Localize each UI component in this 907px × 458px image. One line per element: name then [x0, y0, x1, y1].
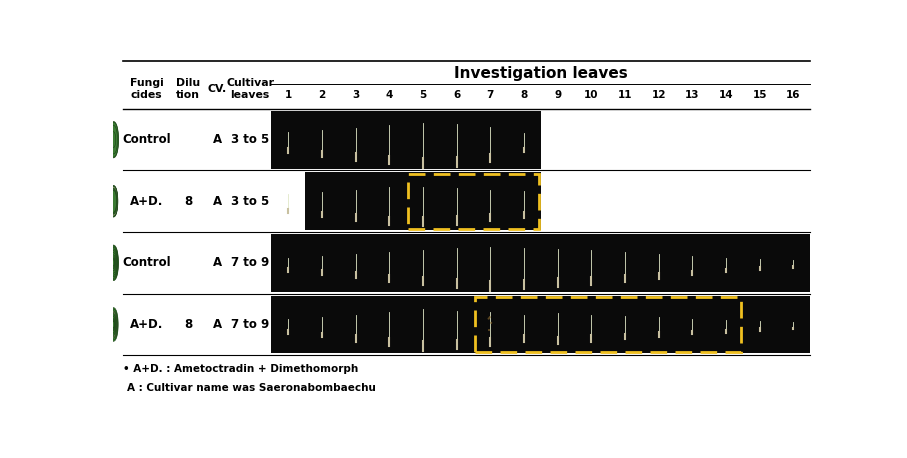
- Text: 12: 12: [651, 90, 666, 100]
- Polygon shape: [112, 322, 114, 327]
- Text: A : Cultivar name was Saeronabombaechu: A : Cultivar name was Saeronabombaechu: [127, 382, 376, 393]
- Polygon shape: [111, 314, 116, 335]
- Text: 7: 7: [486, 90, 494, 100]
- Text: 3: 3: [352, 90, 359, 100]
- Text: 13: 13: [685, 90, 699, 100]
- Polygon shape: [112, 318, 115, 330]
- Text: CV.: CV.: [208, 84, 227, 94]
- Text: 2: 2: [318, 90, 326, 100]
- Polygon shape: [110, 312, 117, 337]
- Polygon shape: [111, 314, 116, 335]
- Polygon shape: [108, 245, 119, 281]
- Polygon shape: [112, 255, 115, 270]
- Text: Control: Control: [122, 133, 171, 146]
- Bar: [271, 295, 810, 353]
- Polygon shape: [110, 311, 117, 338]
- Polygon shape: [112, 132, 115, 147]
- Text: 15: 15: [752, 90, 766, 100]
- Text: 8: 8: [521, 90, 528, 100]
- Polygon shape: [110, 188, 117, 214]
- Polygon shape: [110, 251, 117, 275]
- Polygon shape: [112, 316, 115, 333]
- Polygon shape: [108, 121, 119, 158]
- Polygon shape: [111, 315, 116, 334]
- Text: 6: 6: [453, 90, 460, 100]
- Polygon shape: [111, 191, 116, 212]
- Text: Fungi
cides: Fungi cides: [130, 78, 163, 100]
- Text: 16: 16: [786, 90, 801, 100]
- Polygon shape: [109, 186, 118, 217]
- Polygon shape: [109, 246, 118, 279]
- Text: 8: 8: [184, 195, 192, 208]
- Text: 8: 8: [184, 318, 192, 331]
- Text: • A+D. : Ametoctradin + Dimethomorph: • A+D. : Ametoctradin + Dimethomorph: [122, 364, 358, 374]
- Polygon shape: [111, 131, 116, 148]
- Text: A: A: [212, 256, 222, 269]
- Polygon shape: [109, 185, 118, 217]
- Polygon shape: [109, 308, 118, 341]
- Text: 9: 9: [554, 90, 561, 100]
- Polygon shape: [111, 252, 116, 273]
- Text: 3 to 5: 3 to 5: [231, 195, 269, 208]
- Polygon shape: [112, 258, 114, 267]
- Text: 7 to 9: 7 to 9: [231, 256, 269, 269]
- Polygon shape: [109, 309, 118, 340]
- Polygon shape: [110, 311, 117, 338]
- Text: 3 to 5: 3 to 5: [231, 133, 269, 146]
- Polygon shape: [112, 194, 115, 209]
- Text: A: A: [212, 195, 222, 208]
- Polygon shape: [111, 316, 116, 333]
- Polygon shape: [111, 191, 116, 212]
- Polygon shape: [109, 247, 118, 278]
- Polygon shape: [110, 125, 117, 154]
- Bar: [475, 297, 741, 352]
- Polygon shape: [110, 188, 117, 214]
- Text: A+D.: A+D.: [130, 318, 163, 331]
- Text: A+D.: A+D.: [130, 195, 163, 208]
- Text: 10: 10: [584, 90, 599, 100]
- Text: A: A: [212, 318, 222, 331]
- Text: Dilu
tion: Dilu tion: [176, 78, 200, 100]
- Polygon shape: [112, 257, 115, 268]
- Text: 14: 14: [718, 90, 733, 100]
- Polygon shape: [110, 249, 117, 277]
- Polygon shape: [109, 122, 118, 157]
- Bar: [271, 234, 810, 292]
- Text: A: A: [212, 133, 222, 146]
- Polygon shape: [112, 318, 115, 331]
- Text: 5: 5: [419, 90, 426, 100]
- Polygon shape: [111, 314, 116, 335]
- Polygon shape: [112, 260, 114, 266]
- Polygon shape: [112, 255, 115, 271]
- Text: 7 to 9: 7 to 9: [231, 318, 269, 331]
- Polygon shape: [111, 129, 116, 151]
- Bar: [305, 172, 541, 230]
- Text: 1: 1: [285, 90, 292, 100]
- Polygon shape: [111, 253, 116, 273]
- Polygon shape: [112, 321, 114, 328]
- Polygon shape: [110, 126, 117, 153]
- Polygon shape: [109, 246, 118, 280]
- Text: Control: Control: [122, 256, 171, 269]
- Polygon shape: [109, 186, 118, 216]
- Polygon shape: [112, 319, 115, 330]
- Text: 4: 4: [385, 90, 393, 100]
- Text: Investigation leaves: Investigation leaves: [454, 66, 628, 81]
- Text: Cultivar
leaves: Cultivar leaves: [226, 78, 274, 100]
- Polygon shape: [109, 124, 118, 156]
- Polygon shape: [112, 257, 115, 269]
- Bar: [408, 174, 539, 229]
- Polygon shape: [110, 251, 117, 275]
- Polygon shape: [110, 249, 117, 277]
- Bar: [271, 111, 541, 169]
- Text: 11: 11: [618, 90, 632, 100]
